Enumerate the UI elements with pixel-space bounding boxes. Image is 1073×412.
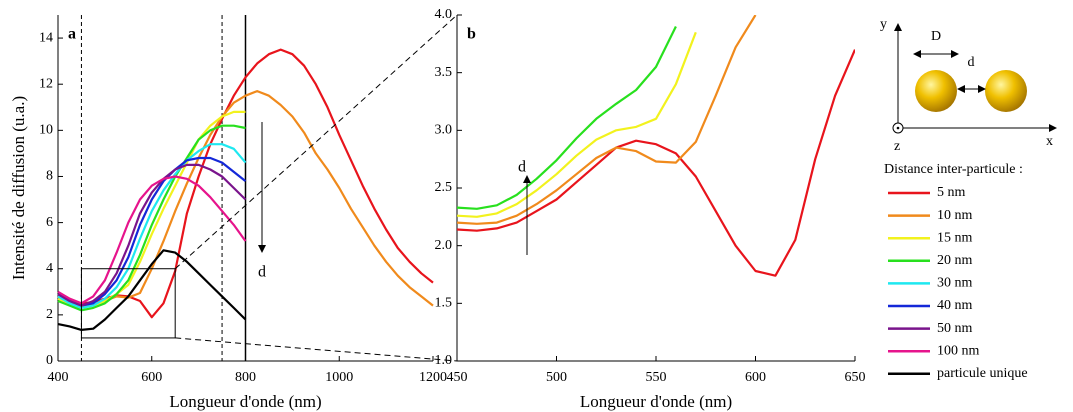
series-line (57, 124, 246, 312)
x-axis-label: x (1046, 134, 1053, 149)
y-tick-label: 4.0 (435, 7, 453, 22)
y-tick-label: 4 (46, 261, 53, 276)
y-tick-label: 2 (46, 307, 53, 322)
x-tick-label: 450 (447, 370, 468, 385)
series-line (57, 175, 247, 305)
x-axis-label: Longueur d'onde (nm) (580, 392, 732, 411)
zoom-box (80, 268, 176, 339)
series-line (57, 143, 247, 309)
x-tick-label: 650 (845, 370, 866, 385)
y-axis-label: Intensité de diffusion (u.a.) (9, 96, 28, 280)
panel-label: b (467, 26, 476, 43)
legend-label: 40 nm (937, 298, 973, 313)
y-tick-label: 10 (39, 123, 53, 138)
y-tick-label: 12 (39, 76, 53, 91)
legend-label: 5 nm (937, 185, 966, 200)
y-tick-label: 8 (46, 169, 53, 184)
y-tick-label: 3.0 (435, 123, 453, 138)
x-tick-label: 400 (48, 370, 69, 385)
particle (985, 70, 1027, 112)
zoom-connector (174, 14, 458, 270)
legend-label: 10 nm (937, 208, 973, 223)
plot-lines (57, 48, 434, 331)
annotation-label: d (258, 264, 266, 281)
z-axis-dot (896, 126, 900, 130)
panel-label: a (68, 26, 76, 43)
plot-lines (457, 15, 855, 277)
x-axis-label: Longueur d'onde (nm) (169, 392, 321, 411)
x-tick-label: 1200 (419, 370, 447, 385)
y-tick-label: 0 (46, 353, 53, 368)
y-tick-label: 2.0 (435, 238, 453, 253)
legend-label: particule unique (937, 366, 1028, 381)
y-axis-label: y (880, 17, 887, 32)
series-line (457, 26, 677, 210)
legend-title: Distance inter-particule : (884, 162, 1023, 177)
schematic: y x z D d (880, 17, 1057, 154)
y-tick-label: 6 (46, 215, 53, 230)
series-line (57, 90, 434, 307)
series-line (457, 31, 697, 218)
y-tick-label: 2.5 (435, 180, 453, 195)
series-line (57, 249, 247, 331)
particle (915, 70, 957, 112)
legend-label: 15 nm (937, 230, 973, 245)
z-axis-label: z (894, 139, 900, 154)
x-tick-label: 550 (646, 370, 667, 385)
series-line (457, 49, 855, 277)
diameter-label: D (931, 29, 941, 44)
series-line (57, 163, 247, 307)
gap-label: d (968, 55, 975, 70)
x-tick-label: 600 (745, 370, 766, 385)
y-tick-label: 3.5 (435, 65, 453, 80)
x-tick-label: 1000 (325, 370, 353, 385)
series-line (457, 15, 757, 225)
legend-label: 50 nm (937, 321, 973, 336)
series-line (57, 48, 434, 319)
legend-label: 20 nm (937, 253, 973, 268)
y-tick-label: 1.0 (435, 353, 453, 368)
legend-label: 30 nm (937, 276, 973, 291)
zoom-connector (175, 337, 458, 362)
y-tick-label: 14 (39, 30, 53, 45)
y-tick-label: 1.5 (435, 296, 453, 311)
x-tick-label: 500 (546, 370, 567, 385)
legend-label: 100 nm (937, 343, 980, 358)
x-tick-label: 600 (141, 370, 162, 385)
series-line (57, 156, 247, 307)
annotation-label: d (518, 159, 526, 176)
x-tick-label: 800 (235, 370, 256, 385)
